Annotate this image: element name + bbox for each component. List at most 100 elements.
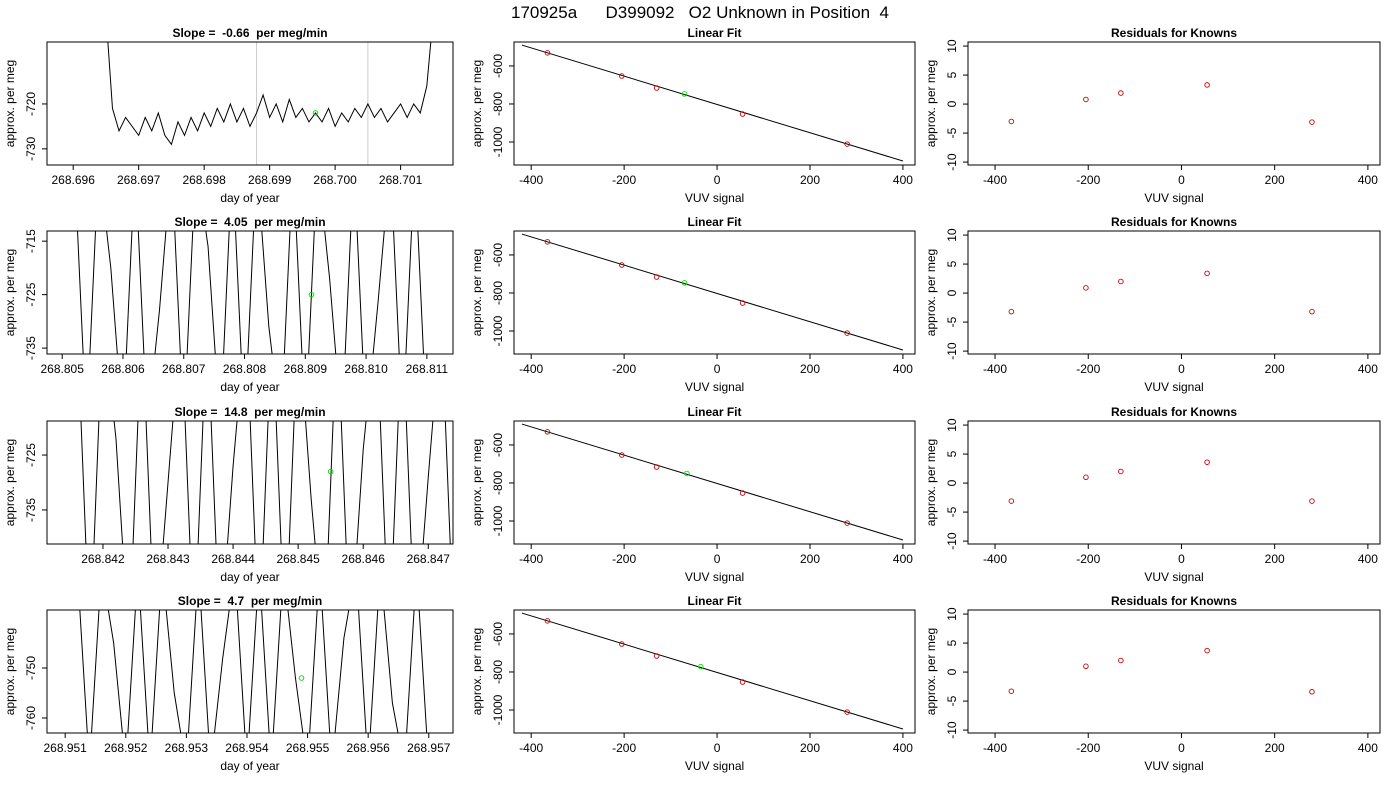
x-tick-label: 268.806 bbox=[101, 362, 145, 376]
x-tick-label: 0 bbox=[1178, 552, 1185, 566]
x-tick-label: -400 bbox=[983, 362, 1007, 376]
x-tick-label: -400 bbox=[519, 362, 543, 376]
y-axis-label: approx. per meg bbox=[924, 439, 938, 526]
x-tick-label: 268.697 bbox=[117, 173, 161, 187]
plot-area bbox=[521, 612, 904, 730]
data-point bbox=[1204, 270, 1210, 277]
plot-area bbox=[107, 42, 432, 165]
x-tick-label: 400 bbox=[893, 362, 913, 376]
y-tick-label: -725 bbox=[24, 282, 38, 306]
plot-frame bbox=[513, 230, 916, 355]
plot-area bbox=[521, 423, 904, 541]
y-tick-label: -720 bbox=[24, 92, 38, 116]
panel-title: Linear Fit bbox=[687, 594, 741, 608]
x-tick-label: 268.698 bbox=[182, 173, 226, 187]
panel-title: Residuals for Knowns bbox=[1111, 594, 1237, 608]
plot-area bbox=[1008, 82, 1315, 125]
y-tick-label: -600 bbox=[491, 622, 505, 646]
y-axis-label: approx. per meg bbox=[3, 60, 17, 147]
y-tick-label: -600 bbox=[491, 54, 505, 78]
x-tick-label: -200 bbox=[1076, 362, 1100, 376]
y-tick-label: -10 bbox=[945, 153, 959, 171]
data-point bbox=[1118, 468, 1124, 475]
x-tick-label: 0 bbox=[714, 173, 721, 187]
plot-frame bbox=[513, 609, 916, 734]
y-tick-label: -10 bbox=[945, 342, 959, 360]
x-tick-label: 268.700 bbox=[313, 173, 357, 187]
data-point bbox=[619, 452, 625, 458]
data-point bbox=[1008, 498, 1015, 504]
x-axis-label: day of year bbox=[220, 759, 279, 773]
x-tick-label: 268.807 bbox=[162, 362, 206, 376]
data-point bbox=[544, 50, 551, 56]
highlight-point bbox=[312, 110, 319, 116]
y-axis-label: approx. per meg bbox=[924, 249, 938, 336]
x-axis-label: VUV signal bbox=[685, 380, 744, 394]
x-tick-label: 268.954 bbox=[225, 741, 269, 755]
data-point bbox=[1083, 474, 1089, 481]
data-point bbox=[739, 679, 746, 685]
y-tick-label: -600 bbox=[491, 243, 505, 267]
y-tick-label: 5 bbox=[945, 450, 959, 457]
x-tick-label: -400 bbox=[983, 552, 1007, 566]
data-point bbox=[681, 280, 688, 286]
x-tick-label: 268.952 bbox=[104, 741, 148, 755]
x-tick-label: 200 bbox=[800, 552, 820, 566]
y-axis-label: approx. per meg bbox=[470, 249, 484, 336]
data-point bbox=[653, 653, 660, 659]
y-axis-label: approx. per meg bbox=[3, 628, 17, 715]
fit-line bbox=[521, 612, 904, 730]
series-line bbox=[80, 421, 451, 544]
y-tick-label: -1000 bbox=[491, 505, 505, 536]
y-axis-label: approx. per meg bbox=[470, 439, 484, 526]
data-point bbox=[739, 490, 746, 496]
y-tick-label: 5 bbox=[945, 639, 959, 646]
plot-area bbox=[77, 231, 424, 354]
plot-area bbox=[79, 610, 428, 733]
y-tick-label: 10 bbox=[945, 607, 959, 621]
x-tick-label: -400 bbox=[519, 741, 543, 755]
plot-frame bbox=[46, 420, 454, 545]
plot-area bbox=[1008, 459, 1315, 504]
x-tick-label: 400 bbox=[1358, 552, 1378, 566]
data-point bbox=[1083, 285, 1089, 291]
x-tick-label: 268.846 bbox=[342, 552, 386, 566]
y-tick-label: -725 bbox=[24, 443, 38, 467]
data-point bbox=[1309, 498, 1315, 504]
x-axis-label: VUV signal bbox=[685, 759, 744, 773]
data-point bbox=[1204, 647, 1210, 654]
y-tick-label: -10 bbox=[945, 532, 959, 550]
y-tick-label: 10 bbox=[945, 39, 959, 53]
plot-frame bbox=[46, 609, 454, 734]
x-tick-label: 0 bbox=[714, 362, 721, 376]
x-tick-label: -400 bbox=[519, 173, 543, 187]
y-tick-label: -735 bbox=[24, 336, 38, 360]
x-tick-label: 0 bbox=[714, 741, 721, 755]
data-point bbox=[544, 239, 551, 245]
y-tick-label: 5 bbox=[945, 71, 959, 78]
x-tick-label: 200 bbox=[1265, 741, 1285, 755]
x-tick-label: 268.810 bbox=[344, 362, 388, 376]
x-tick-label: 200 bbox=[800, 173, 820, 187]
x-tick-label: 400 bbox=[1358, 173, 1378, 187]
y-tick-label: -760 bbox=[24, 706, 38, 730]
x-tick-label: 268.808 bbox=[223, 362, 267, 376]
x-tick-label: 268.701 bbox=[379, 173, 423, 187]
x-axis-label: VUV signal bbox=[685, 570, 744, 584]
data-point bbox=[844, 141, 850, 147]
y-tick-label: -1000 bbox=[491, 694, 505, 725]
x-tick-label: 200 bbox=[800, 362, 820, 376]
panel-title: Linear Fit bbox=[687, 26, 741, 40]
data-point bbox=[1083, 96, 1089, 103]
plot-frame bbox=[513, 420, 916, 545]
y-axis-label: approx. per meg bbox=[3, 439, 17, 526]
y-tick-label: 0 bbox=[945, 100, 959, 107]
panel-title: Slope = 4.05 per meg/min bbox=[174, 215, 325, 229]
x-tick-label: 268.951 bbox=[43, 741, 87, 755]
x-axis-label: VUV signal bbox=[1144, 191, 1203, 205]
y-tick-label: 10 bbox=[945, 418, 959, 432]
x-tick-label: 268.696 bbox=[51, 173, 95, 187]
data-point bbox=[1204, 459, 1210, 465]
y-tick-label: -730 bbox=[24, 137, 38, 161]
x-tick-label: -200 bbox=[1076, 552, 1100, 566]
